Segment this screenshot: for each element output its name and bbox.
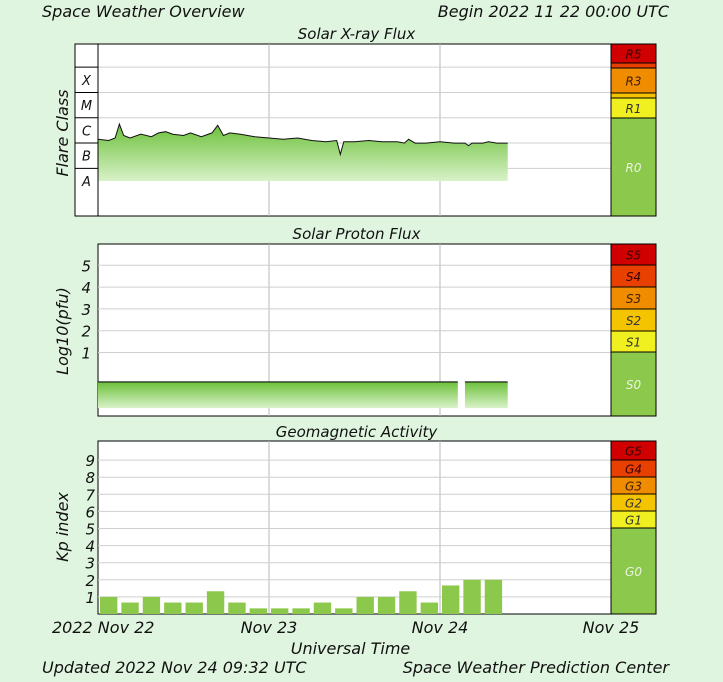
kp-title: Geomagnetic Activity xyxy=(276,423,439,441)
scale-label: S2 xyxy=(626,314,641,328)
scale-label: G4 xyxy=(625,463,642,477)
scale-label: S5 xyxy=(626,249,641,263)
x-tick-label: 2022 Nov 22 xyxy=(52,618,154,637)
proton-tick-label: 1 xyxy=(81,345,91,363)
kp-bar xyxy=(313,602,332,614)
updated-time: Updated 2022 Nov 24 09:32 UTC xyxy=(42,658,307,677)
x-tick-label: Nov 23 xyxy=(241,618,298,637)
flare-class-tick-label: B xyxy=(82,150,91,165)
xray-panel xyxy=(97,43,612,217)
kp-bar xyxy=(249,608,267,614)
scale-label: R1 xyxy=(626,102,642,116)
kp-tick-label: 9 xyxy=(85,452,95,470)
kp-bar xyxy=(228,602,246,614)
flare-class-tick-label: C xyxy=(82,124,92,139)
kp-scale-band xyxy=(610,527,657,615)
scale-label: G1 xyxy=(625,514,642,528)
kp-bar xyxy=(420,602,438,614)
kp-bar xyxy=(356,596,374,614)
scale-label: S4 xyxy=(626,270,641,284)
kp-bar xyxy=(271,608,289,614)
kp-tick-label: 1 xyxy=(85,589,95,607)
xray-scale: R5 R3 R1 R0 xyxy=(610,43,657,217)
kp-tick-label: 2 xyxy=(85,572,95,590)
scale-label: R0 xyxy=(626,161,642,175)
scale-label: G5 xyxy=(625,445,642,459)
xray-flux-line xyxy=(97,122,508,157)
x-tick-label: Nov 25 xyxy=(583,618,640,637)
kp-bar xyxy=(164,602,182,614)
proton-flux-area xyxy=(464,381,508,408)
proton-flux-area xyxy=(98,381,458,408)
xray-scale-band xyxy=(610,62,657,69)
kp-bar xyxy=(292,608,310,614)
proton-tick-label: 5 xyxy=(81,257,91,275)
kp-bar xyxy=(335,608,353,614)
kp-scale-frame xyxy=(610,440,657,615)
scale-label: R5 xyxy=(626,48,642,62)
proton-tick-label: 2 xyxy=(81,323,91,341)
kp-bar xyxy=(100,596,118,614)
proton-tick-label: 4 xyxy=(81,279,91,297)
x-axis-label: Universal Time xyxy=(291,639,411,658)
kp-bar xyxy=(463,579,481,614)
flare-class-tick-label: A xyxy=(81,175,91,190)
scale-label: S1 xyxy=(626,336,641,350)
scale-label: S3 xyxy=(626,292,641,306)
xray-title: Solar X-ray Flux xyxy=(298,25,416,43)
kp-bar xyxy=(484,579,503,614)
xray-scale-frame xyxy=(610,43,657,217)
xray-panel-plot-area xyxy=(97,43,612,217)
proton-scale: S5 S4 S3 S2 S1 S0 xyxy=(610,243,657,417)
kp-ylabel: Kp index xyxy=(53,492,72,562)
flare-class-tick-label: M xyxy=(81,99,92,114)
kp-tick-label: 3 xyxy=(85,555,95,573)
proton-panel xyxy=(97,243,612,417)
xray-scale-band xyxy=(610,67,657,94)
kp-panel xyxy=(97,440,612,615)
kp-bar xyxy=(185,602,203,614)
flare-class-tick-label: X xyxy=(81,74,92,89)
kp-bar xyxy=(142,596,161,614)
kp-bar xyxy=(399,591,417,614)
kp-tick-label: 4 xyxy=(85,538,95,556)
scale-label: S0 xyxy=(626,378,642,392)
kp-tick-label: 5 xyxy=(85,521,95,539)
kp-bar xyxy=(442,585,460,614)
begin-time: Begin 2022 11 22 00:00 UTC xyxy=(437,2,669,21)
scale-label: G2 xyxy=(625,497,642,511)
kp-tick-label: 7 xyxy=(85,486,95,504)
proton-tick-label: 3 xyxy=(81,301,91,319)
scale-label: G3 xyxy=(625,480,642,494)
proton-ylabel: Log10(pfu) xyxy=(53,287,72,375)
proton-title: Solar Proton Flux xyxy=(293,225,421,243)
page-title: Space Weather Overview xyxy=(42,2,245,21)
xray-ylabel: Flare Class xyxy=(53,89,72,176)
xray-scale-band xyxy=(610,92,657,99)
source-label: Space Weather Prediction Center xyxy=(402,658,669,677)
scale-label: R3 xyxy=(626,75,642,89)
proton-scale-frame xyxy=(610,243,657,417)
x-tick-label: Nov 24 xyxy=(412,618,469,637)
xray-scale-band xyxy=(610,117,657,217)
xray-flux-area xyxy=(98,124,508,181)
kp-bar xyxy=(377,596,396,614)
kp-bar xyxy=(206,591,225,614)
kp-panel-plot-area xyxy=(97,440,612,615)
kp-scale: G5 G4 G3 G2 G1 G0 xyxy=(610,440,657,615)
scale-label: G0 xyxy=(625,565,642,579)
kp-tick-label: 8 xyxy=(85,469,95,487)
kp-tick-label: 6 xyxy=(85,503,95,521)
kp-bar xyxy=(121,602,139,614)
flare-class-box xyxy=(74,43,99,217)
